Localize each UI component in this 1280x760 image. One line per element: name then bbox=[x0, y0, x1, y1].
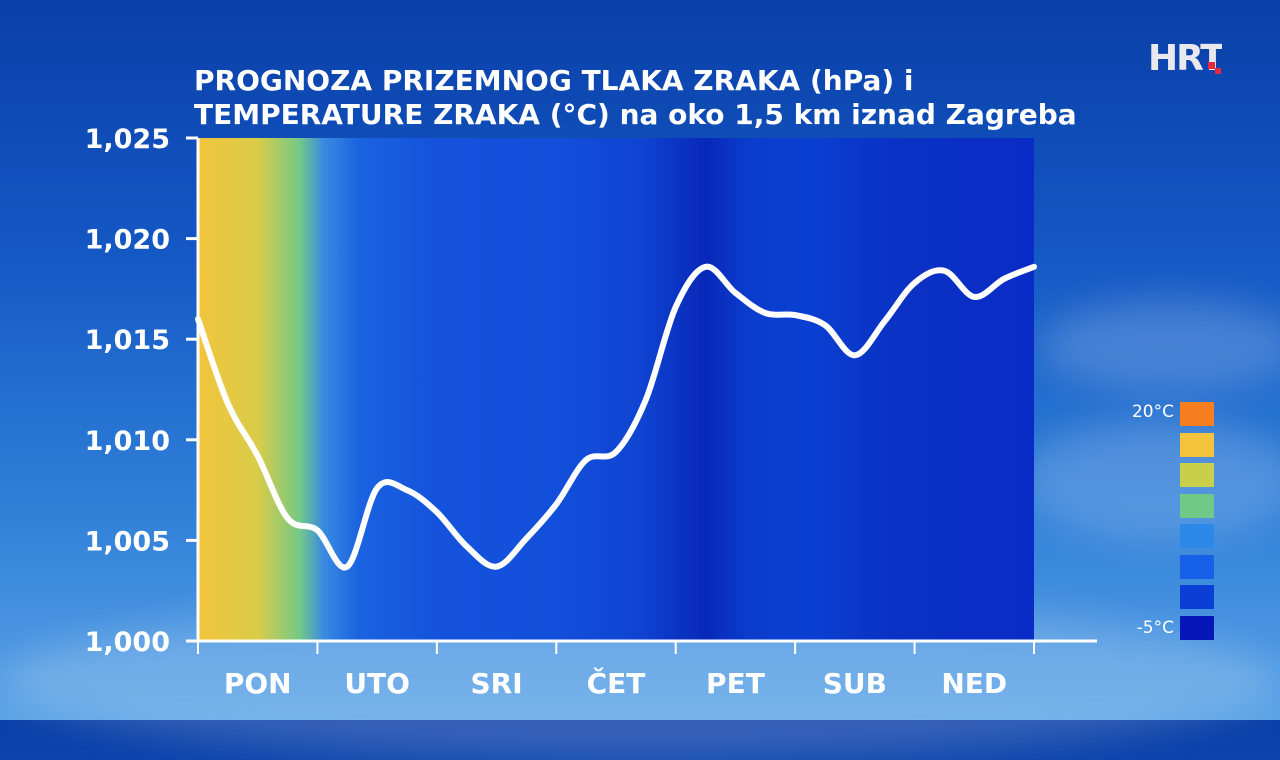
x-axis-ticks: PON UTO SRI ČET PET SUB NED bbox=[197, 641, 1035, 700]
pressure-chart: 1,000 1,005 1,010 1,015 1,020 1,025 PON UTO SRI… bbox=[85, 124, 1097, 700]
chart-axes bbox=[194, 138, 1097, 643]
x-tick-label: ČET bbox=[587, 666, 646, 700]
legend-swatch bbox=[1180, 615, 1214, 640]
x-tick-label: SRI bbox=[470, 667, 522, 700]
legend-swatch bbox=[1180, 585, 1214, 609]
legend-swatch bbox=[1180, 463, 1214, 487]
x-tick-label: PON bbox=[224, 667, 292, 700]
y-tick-label: 1,010 bbox=[85, 426, 170, 457]
y-axis-ticks: 1,000 1,005 1,010 1,015 1,020 1,025 bbox=[85, 124, 198, 658]
legend-swatch bbox=[1180, 524, 1214, 548]
y-tick-label: 1,025 bbox=[85, 124, 170, 155]
legend-max-label: 20°C bbox=[1131, 402, 1174, 422]
y-tick-label: 1,015 bbox=[85, 325, 170, 356]
y-tick-label: 1,000 bbox=[85, 627, 170, 658]
legend-swatch bbox=[1180, 402, 1214, 426]
chart-title: PROGNOZA PRIZEMNOG TLAKA ZRAKA (hPa) i T… bbox=[194, 64, 1174, 132]
x-tick-label: UTO bbox=[344, 667, 410, 700]
chart-title-line-1: PROGNOZA PRIZEMNOG TLAKA ZRAKA (hPa) i bbox=[194, 64, 914, 97]
pressure-series-line bbox=[195, 263, 1037, 571]
hrt-logo: HRT bbox=[1148, 38, 1222, 74]
x-tick-label: PET bbox=[706, 667, 765, 700]
logo-red-square bbox=[1215, 68, 1221, 74]
chart-title-line-2: TEMPERATURE ZRAKA (°C) na oko 1,5 km izn… bbox=[194, 98, 1077, 131]
legend-swatch bbox=[1180, 432, 1214, 457]
x-tick-label: NED bbox=[941, 667, 1007, 700]
y-tick-label: 1,005 bbox=[85, 526, 170, 557]
y-tick-label: 1,020 bbox=[85, 225, 170, 256]
cloud-decoration bbox=[1020, 420, 1280, 540]
temperature-legend: 20°C -5°C bbox=[1112, 398, 1222, 643]
cloud-decoration bbox=[1040, 300, 1280, 390]
legend-swatch bbox=[1180, 554, 1214, 579]
temperature-background bbox=[198, 138, 1034, 641]
logo-red-square bbox=[1208, 62, 1215, 69]
legend-swatch bbox=[1180, 493, 1214, 518]
x-tick-label: SUB bbox=[823, 667, 887, 700]
legend-min-label: -5°C bbox=[1136, 618, 1174, 638]
